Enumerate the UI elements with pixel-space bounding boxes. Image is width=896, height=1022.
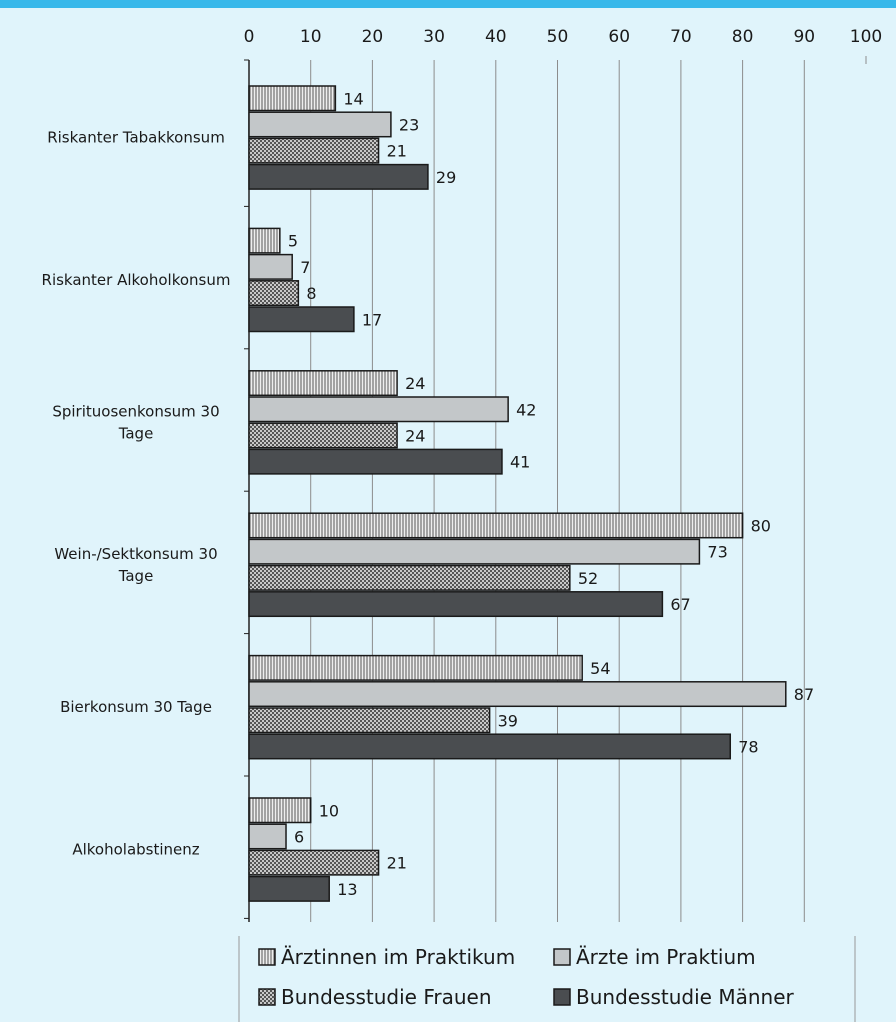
bar bbox=[248, 654, 583, 681]
bar bbox=[248, 681, 787, 708]
legend-label: Bundesstudie Frauen bbox=[281, 985, 492, 1009]
x-tick-label: 10 bbox=[300, 27, 322, 47]
bar bbox=[248, 137, 380, 164]
bar bbox=[248, 111, 392, 138]
bar bbox=[248, 85, 337, 112]
x-tick-label: 80 bbox=[732, 27, 754, 47]
legend-label: Ärzte im Praktium bbox=[576, 945, 756, 969]
data-label: 87 bbox=[794, 685, 814, 704]
category-label: Spirituosenkonsum 30 Tage bbox=[52, 402, 219, 442]
x-tick-label: 60 bbox=[608, 27, 630, 47]
bar bbox=[248, 733, 732, 760]
bar bbox=[248, 512, 744, 539]
x-tick-label: 90 bbox=[793, 27, 815, 47]
legend-swatch bbox=[258, 988, 276, 1006]
x-tick-label: 100 bbox=[850, 27, 882, 47]
x-axis-ticks: 0 10 20 30 40 50 60 70 80 90 100 bbox=[244, 27, 882, 64]
bar bbox=[248, 370, 398, 397]
bar bbox=[248, 253, 293, 280]
bars bbox=[248, 85, 787, 902]
x-tick-label: 50 bbox=[547, 27, 569, 47]
legend-label: Bundesstudie Männer bbox=[576, 985, 795, 1009]
data-label: 17 bbox=[362, 310, 382, 329]
bar bbox=[248, 280, 300, 307]
bar bbox=[248, 707, 491, 734]
bar bbox=[248, 448, 503, 475]
bar bbox=[248, 849, 380, 876]
category-label: Alkoholabstinenz bbox=[72, 841, 199, 859]
x-tick-label: 30 bbox=[423, 27, 445, 47]
data-label: 13 bbox=[337, 880, 357, 899]
gridlines bbox=[244, 59, 805, 922]
legend: Ärztinnen im Praktikum Ärzte im Praktium B… bbox=[238, 936, 856, 1022]
category-label: Bierkonsum 30 Tage bbox=[60, 698, 212, 716]
bar bbox=[248, 591, 664, 618]
x-tick-label: 70 bbox=[670, 27, 692, 47]
data-label: 21 bbox=[387, 142, 407, 161]
data-label: 78 bbox=[738, 737, 758, 756]
legend-label: Ärztinnen im Praktikum bbox=[281, 945, 515, 969]
x-tick-label: 20 bbox=[362, 27, 384, 47]
legend-swatch bbox=[553, 948, 571, 966]
data-label: 29 bbox=[436, 168, 456, 187]
data-label: 6 bbox=[294, 827, 304, 846]
bar bbox=[248, 227, 281, 254]
data-label: 42 bbox=[516, 400, 536, 419]
data-label: 54 bbox=[590, 659, 610, 678]
data-label: 39 bbox=[498, 711, 518, 730]
data-label: 21 bbox=[387, 854, 407, 873]
data-labels: 1423212957817244224418073526754873978106… bbox=[288, 89, 814, 899]
bar bbox=[248, 306, 355, 333]
bar bbox=[248, 396, 509, 423]
bar bbox=[248, 538, 701, 565]
data-label: 5 bbox=[288, 232, 298, 251]
x-tick-label: 0 bbox=[244, 27, 255, 47]
category-label: Riskanter Tabakkonsum bbox=[47, 129, 225, 147]
legend-swatch bbox=[553, 988, 571, 1006]
data-label: 14 bbox=[343, 89, 363, 108]
data-label: 41 bbox=[510, 453, 530, 472]
legend-swatch bbox=[258, 948, 276, 966]
top-accent-bar bbox=[0, 0, 896, 8]
data-label: 52 bbox=[578, 569, 598, 588]
bar bbox=[248, 163, 429, 190]
data-label: 24 bbox=[405, 374, 425, 393]
data-label: 67 bbox=[670, 595, 690, 614]
category-label: Wein-/Sektkonsum 30 Tage bbox=[54, 545, 217, 585]
x-tick-label: 40 bbox=[485, 27, 507, 47]
data-label: 73 bbox=[707, 543, 727, 562]
data-label: 7 bbox=[300, 258, 310, 277]
data-label: 23 bbox=[399, 115, 419, 134]
data-label: 24 bbox=[405, 426, 425, 445]
bar bbox=[248, 823, 287, 850]
bar bbox=[248, 875, 330, 902]
data-label: 10 bbox=[319, 801, 339, 820]
bar bbox=[248, 564, 571, 591]
data-label: 8 bbox=[306, 284, 316, 303]
bar bbox=[248, 422, 398, 449]
data-label: 80 bbox=[751, 516, 771, 535]
category-label: Riskanter Alkoholkonsum bbox=[42, 271, 231, 289]
bar bbox=[248, 797, 312, 824]
category-labels: Riskanter Tabakkonsum Riskanter Alkoholko… bbox=[42, 129, 231, 859]
